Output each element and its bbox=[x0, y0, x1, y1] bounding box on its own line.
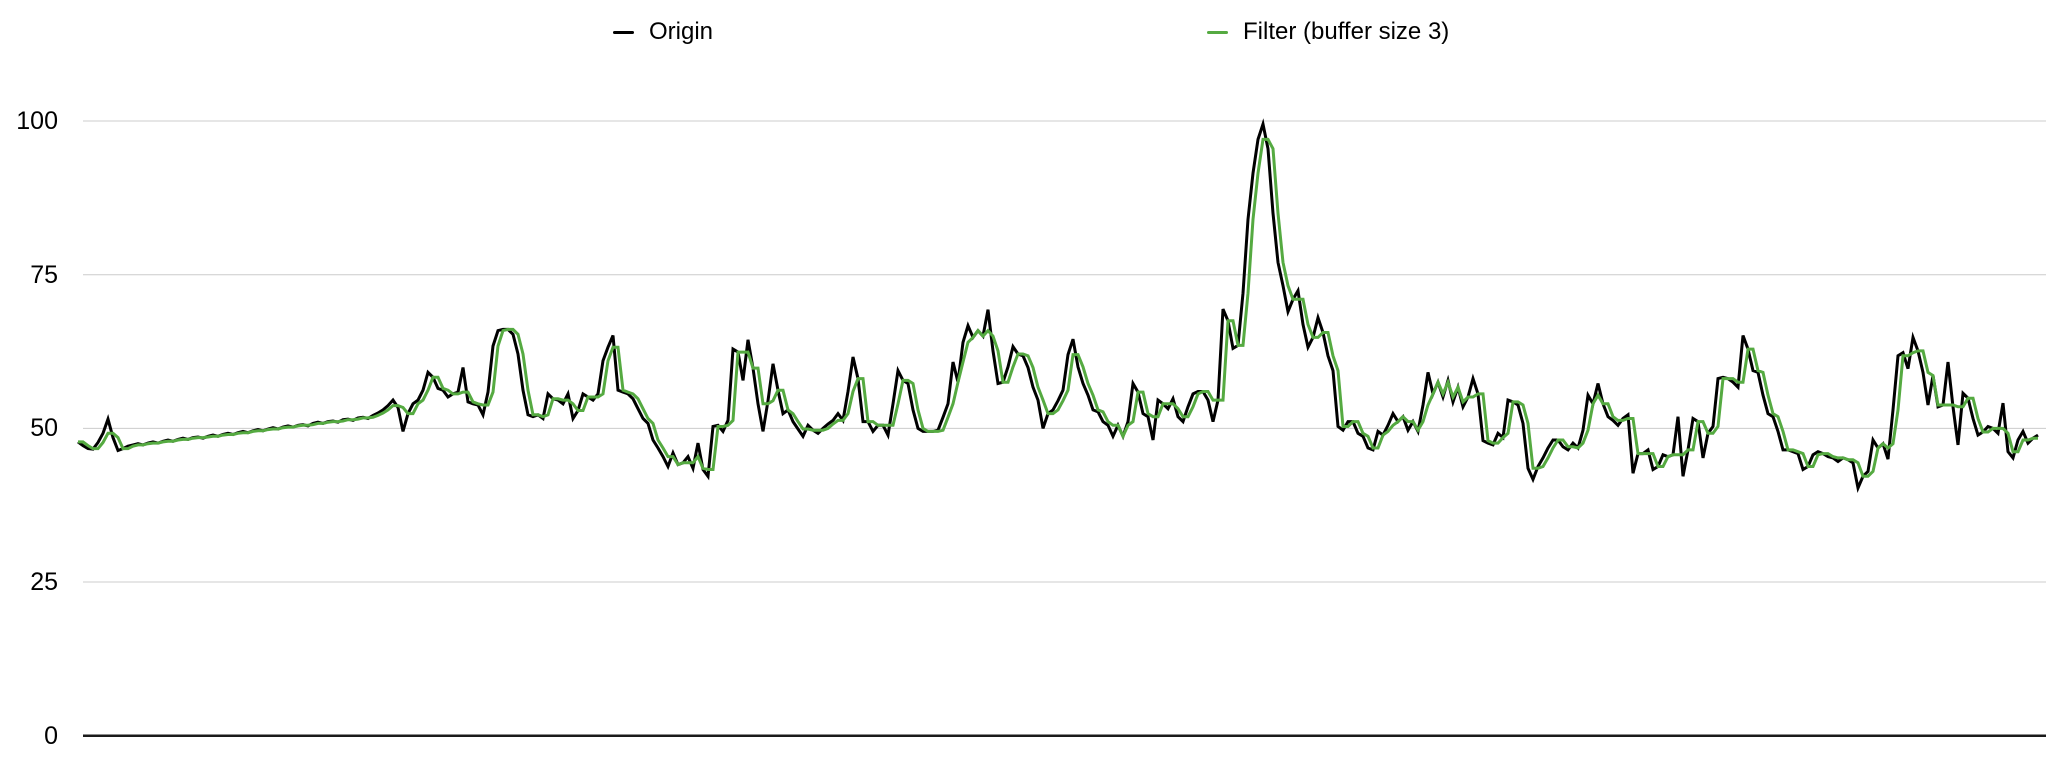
legend-item-origin[interactable]: Origin bbox=[613, 16, 713, 48]
ytick-label-100: 100 bbox=[16, 107, 58, 135]
legend-label-filter: Filter (buffer size 3) bbox=[1243, 18, 1450, 45]
ytick-label-0: 0 bbox=[44, 722, 58, 750]
legend-item-filter[interactable]: Filter (buffer size 3) bbox=[1207, 16, 1449, 48]
filter-line-series bbox=[78, 137, 2038, 478]
ytick-label-75: 75 bbox=[30, 261, 58, 289]
origin-line-series bbox=[77, 118, 2039, 494]
legend-label-origin: Origin bbox=[649, 18, 714, 45]
ytick-label-25: 25 bbox=[30, 568, 58, 596]
filter-line-swatch-icon bbox=[1207, 30, 1228, 34]
origin-line-swatch-icon bbox=[613, 30, 634, 34]
ytick-label-50: 50 bbox=[30, 414, 58, 442]
gridlines bbox=[83, 120, 2046, 737]
